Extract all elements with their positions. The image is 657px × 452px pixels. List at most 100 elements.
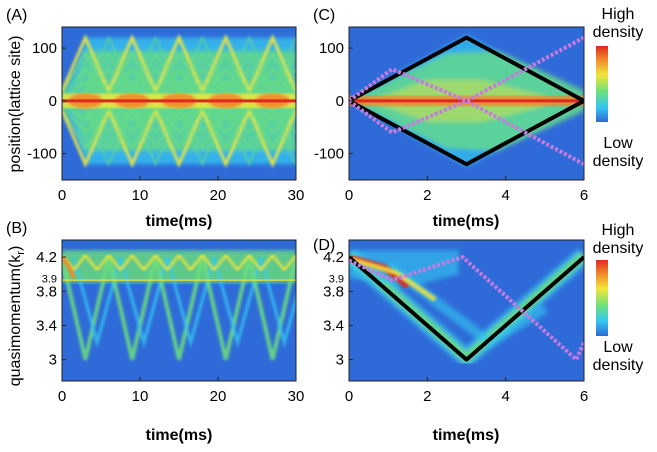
colorbar-top-gradient — [596, 46, 608, 122]
y-tick-label: 0 — [49, 93, 57, 110]
y-tick-label: 100 — [32, 40, 57, 57]
y-tick-label: 4.2 — [36, 249, 57, 266]
colorbar-bottom: High density Low density — [593, 222, 644, 374]
colorbar-bottom-high-label-2: density — [593, 240, 644, 257]
dip-stream — [200, 256, 252, 361]
x-tick-label: 0 — [58, 388, 66, 405]
dip-stream — [62, 256, 111, 361]
initial-peak — [62, 255, 77, 280]
x-tick-label: 0 — [345, 388, 353, 405]
density-stream — [84, 80, 296, 99]
y-tick-label: 100 — [319, 40, 344, 57]
x-tick-label: 2 — [423, 187, 431, 204]
colorbar-top: High density Low density — [593, 6, 644, 170]
panel-d: (D) 0 2 4 6 4.2 3.8 3.4 3 3.9 time(ms) — [313, 237, 588, 444]
dip-stream — [212, 256, 263, 349]
x-tick-label: 2 — [423, 388, 431, 405]
x-tick-label: 0 — [58, 187, 66, 204]
panel-d-label: (D) — [313, 237, 335, 254]
panel-b: (B) 0 10 20 30 4.2 3.8 3.4 3 3.9 quasimomentum(k… — [6, 220, 305, 444]
density-stream — [84, 106, 296, 150]
dip-stream — [259, 256, 296, 349]
x-tick-label: 30 — [288, 388, 305, 405]
y-tick-label-minor: 3.9 — [329, 273, 344, 285]
dip-stream — [106, 256, 158, 361]
density-stream — [62, 106, 296, 151]
density-stream — [62, 33, 296, 96]
plot-frame — [348, 26, 585, 181]
density-stream — [62, 80, 296, 100]
panel-d-xlabel: time(ms) — [433, 427, 500, 444]
purple-path — [349, 255, 584, 362]
y-tick-label: 3 — [49, 352, 57, 369]
density-stream — [84, 102, 296, 121]
y-tick-label: 3 — [336, 352, 344, 369]
black-path-lower — [349, 99, 584, 167]
panel-c-xlabel: time(ms) — [433, 213, 500, 230]
colorbar-bottom-low-label: Low — [603, 339, 633, 356]
x-tick-label: 0 — [345, 187, 353, 204]
dip-streams — [62, 256, 296, 361]
density-stream — [84, 108, 296, 167]
density-stream — [84, 51, 296, 96]
black-path — [349, 255, 584, 362]
panel-b-xlabel: time(ms) — [146, 427, 213, 444]
colorbar-top-high-label: High — [602, 6, 635, 23]
panel-a-xlabel: time(ms) — [146, 213, 213, 230]
panel-a-ylabel: position(lattice site) — [7, 36, 24, 173]
panel-d-paths — [349, 255, 584, 362]
panel-b-ylabel: quasimomentum(kr) — [7, 246, 27, 387]
y-tick-label: 3.4 — [323, 317, 344, 334]
purple-path-upper — [349, 35, 584, 103]
y-tick-label: 0 — [336, 93, 344, 110]
panel-b-density — [62, 250, 296, 361]
x-tick-label: 10 — [132, 388, 149, 405]
panel-c-label: (C) — [313, 7, 335, 24]
plot-frame — [61, 239, 297, 382]
panel-d-axes: 0 2 4 6 4.2 3.8 3.4 3 3.9 — [323, 239, 588, 405]
dip-stream — [72, 256, 122, 349]
dip-stream — [119, 256, 169, 349]
x-tick-label: 10 — [132, 187, 149, 204]
y-tick-label: 4.2 — [323, 249, 344, 266]
panel-a-density — [62, 33, 296, 168]
panel-b-axes: 0 10 20 30 4.2 3.8 3.4 3 3.9 — [36, 239, 305, 405]
density-stream — [84, 35, 296, 94]
colorbar-top-high-label-2: density — [593, 24, 644, 41]
panel-a-label: (A) — [6, 7, 27, 24]
y-tick-label: 3.8 — [323, 283, 344, 300]
x-tick-label: 4 — [501, 187, 509, 204]
colorbar-bottom-high-label: High — [602, 222, 635, 239]
density-stream — [62, 102, 296, 122]
density-stream — [62, 106, 296, 168]
colorbar-bottom-low-label-2: density — [593, 357, 644, 374]
density-region — [349, 250, 459, 287]
upper-zigzag — [62, 253, 296, 272]
initial-peak — [349, 256, 437, 302]
x-tick-label: 30 — [288, 187, 305, 204]
panel-c-axes: 0 2 4 6 100 0 -100 — [314, 26, 588, 204]
y-tick-label-minor: 3.9 — [42, 273, 57, 285]
panel-c-paths — [349, 35, 584, 167]
plot-frame — [61, 26, 297, 181]
plot-frame — [348, 239, 585, 382]
panel-a: (A) 0 10 20 30 100 0 -100 position(lattice sit… — [6, 7, 305, 230]
colorbar-top-low-label-2: density — [593, 153, 644, 170]
y-tick-label: -100 — [314, 146, 344, 163]
center-density — [62, 93, 296, 109]
panel-c: (C) 0 2 4 6 100 0 -100 time(ms) — [313, 7, 588, 230]
panel-a-axes: 0 10 20 30 100 0 -100 — [27, 26, 305, 204]
colorbar-bottom-gradient — [596, 260, 608, 336]
y-tick-label: 3.8 — [36, 283, 57, 300]
dip-stream — [247, 256, 296, 361]
y-tick-label: -100 — [27, 146, 57, 163]
black-path-upper — [349, 35, 584, 103]
dip-stream — [165, 256, 216, 349]
panel-b-label: (B) — [6, 220, 27, 237]
purple-path-lower — [349, 98, 584, 166]
density-streams — [62, 33, 296, 168]
dip-stream — [153, 256, 205, 361]
x-tick-label: 6 — [580, 388, 588, 405]
x-tick-label: 20 — [210, 388, 227, 405]
